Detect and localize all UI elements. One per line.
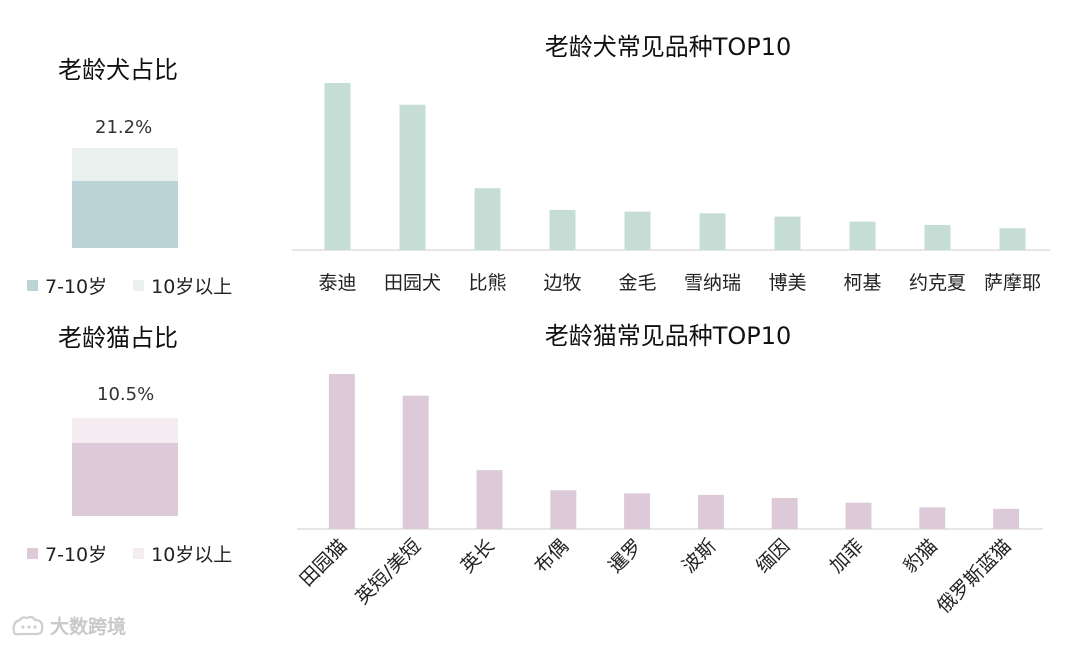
x-tick-label: 边牧 — [543, 272, 581, 294]
cat-share-stacked-bar — [72, 418, 178, 516]
dog-share-stacked-bar — [72, 148, 178, 248]
bar — [402, 395, 429, 529]
bar — [624, 211, 651, 250]
legend-label: 10岁以上 — [151, 544, 233, 566]
dog-share-percent: 21.2% — [95, 117, 153, 138]
legend-label: 7-10岁 — [45, 276, 108, 298]
dog-share-rest-segment — [72, 148, 178, 181]
bar — [474, 188, 501, 250]
brand-logo-icon — [12, 615, 44, 635]
bar — [399, 104, 426, 251]
x-tick-label: 波斯 — [678, 535, 720, 577]
bar — [549, 209, 576, 250]
bar — [697, 494, 724, 529]
legend-label: 7-10岁 — [45, 544, 108, 566]
legend-swatch — [27, 548, 38, 559]
x-tick-label: 田园犬 — [384, 272, 441, 294]
cat-share-title: 老龄猫占比 — [58, 324, 178, 352]
bar — [845, 502, 872, 529]
bar — [324, 83, 351, 250]
bar — [550, 490, 577, 529]
x-tick-label: 柯基 — [843, 272, 881, 294]
cat-share-percent: 10.5% — [97, 384, 155, 405]
x-tick-label: 博美 — [768, 272, 806, 294]
x-tick-label: 布偶 — [530, 535, 572, 577]
x-tick-label: 缅因 — [752, 535, 794, 577]
cat-share-main-segment — [72, 442, 178, 516]
x-tick-label: 加菲 — [826, 535, 868, 577]
dog-share-main-segment — [72, 181, 178, 248]
x-tick-label: 暹罗 — [604, 535, 646, 577]
bar — [328, 374, 355, 529]
dog-share-title: 老龄犬占比 — [58, 56, 178, 84]
x-tick-label: 雪纳瑞 — [684, 272, 741, 294]
bar — [993, 508, 1020, 529]
x-tick-label: 英长 — [457, 535, 499, 577]
x-tick-label: 比熊 — [468, 272, 506, 294]
bar — [624, 493, 651, 529]
bar — [774, 216, 801, 250]
bar — [699, 213, 726, 250]
dog-share-legend: 7-10岁 10岁以上 — [27, 272, 258, 299]
x-tick-label: 俄罗斯蓝猫 — [933, 535, 1016, 618]
x-tick-label: 萨摩耶 — [984, 272, 1041, 294]
bar — [476, 470, 503, 529]
x-tick-label: 金毛 — [618, 272, 656, 294]
bar — [849, 221, 876, 250]
cat-share-rest-segment — [72, 418, 178, 443]
legend-label: 10岁以上 — [151, 276, 233, 298]
x-tick-label: 英短/美短 — [351, 535, 425, 609]
watermark: 大数跨境 — [10, 612, 126, 639]
legend-swatch — [133, 548, 145, 559]
legend-swatch — [27, 280, 38, 291]
dog-breeds-bar-chart: 老龄犬常见品种TOP10 泰迪 田园犬 比熊 边牧 金毛 雪纳瑞 博美 柯基 约克夏 萨摩耶 — [292, 33, 1050, 294]
bar — [771, 498, 798, 529]
legend-swatch — [133, 280, 145, 291]
x-tick-label: 豹猫 — [899, 535, 941, 577]
bar — [919, 507, 946, 529]
x-tick-label: 泰迪 — [318, 272, 356, 294]
watermark-text: 大数跨境 — [50, 616, 127, 638]
cat-share-legend: 7-10岁 10岁以上 — [27, 540, 258, 567]
x-tick-label: 田园猫 — [296, 535, 352, 591]
x-tick-label: 约克夏 — [909, 272, 966, 294]
chart-title: 老龄犬常见品种TOP10 — [545, 33, 792, 61]
bar — [999, 228, 1026, 250]
bar — [924, 224, 951, 250]
chart-title: 老龄猫常见品种TOP10 — [545, 322, 792, 350]
